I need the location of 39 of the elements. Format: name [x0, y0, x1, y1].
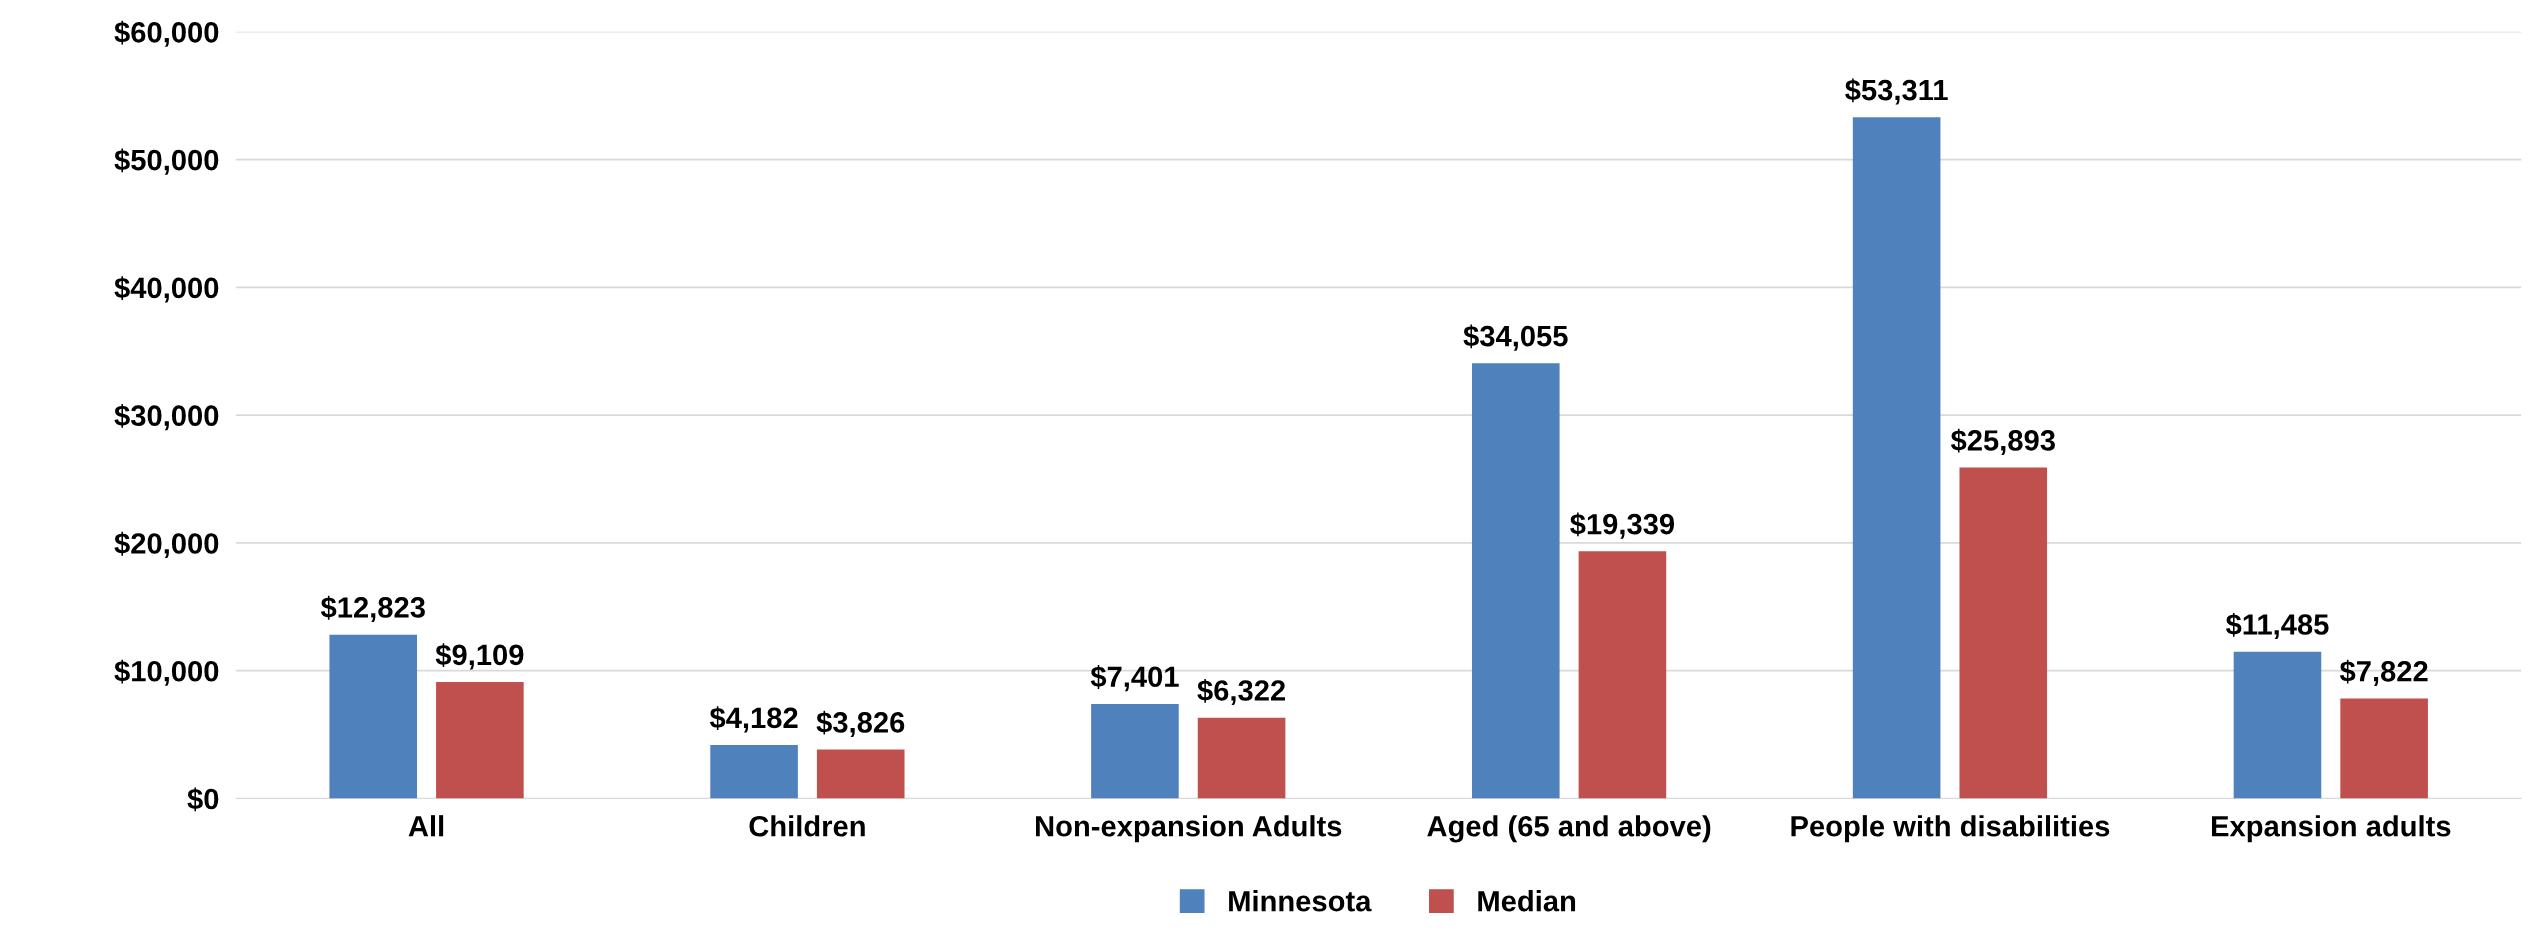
x-tick-label: Non-expansion Adults [1036, 815, 1342, 843]
data-label: $34,055 [1463, 324, 1568, 351]
y-tick-label: $60,000 [114, 20, 219, 47]
data-label: $9,109 [435, 643, 524, 670]
bar [436, 682, 524, 799]
bar [1197, 717, 1286, 799]
x-tick-label: Expansion adults [2212, 815, 2451, 843]
y-tick-label: $40,000 [114, 276, 219, 303]
x-tick-label: All [408, 815, 444, 837]
legend-label: Minnesota [1229, 890, 1372, 912]
y-tick-label: $10,000 [114, 659, 219, 686]
data-label: $6,322 [1197, 678, 1286, 706]
data-label: $11,485 [2225, 612, 2329, 640]
bar [2233, 651, 2322, 799]
data-label: $7,401 [1090, 665, 1179, 692]
y-tick-label: $30,000 [114, 404, 219, 431]
bar [1091, 703, 1179, 799]
legend-label: Median [1478, 890, 1576, 912]
data-label: $3,826 [816, 710, 905, 737]
data-label: $53,311 [1845, 78, 1948, 105]
x-tick-label: Aged (65 and above) [1427, 815, 1711, 843]
bar [1471, 363, 1560, 799]
x-tick-label: People with disabilities [1791, 815, 2110, 843]
bar [1959, 467, 2048, 799]
data-label: $12,823 [320, 595, 425, 622]
bar [1578, 551, 1667, 799]
y-tick-label: $50,000 [114, 148, 219, 175]
data-label: $7,822 [2339, 659, 2428, 686]
bar [2340, 698, 2428, 799]
y-tick-label: $20,000 [114, 531, 219, 559]
data-label: $19,339 [1570, 512, 1675, 539]
bar [1852, 117, 1941, 799]
x-tick-label: Children [749, 815, 865, 837]
data-label: $25,893 [1950, 428, 2055, 455]
bar [710, 745, 798, 799]
data-label: $4,182 [709, 706, 798, 733]
bar [816, 749, 905, 799]
y-tick-label: $0 [187, 787, 219, 812]
bar [329, 634, 418, 799]
